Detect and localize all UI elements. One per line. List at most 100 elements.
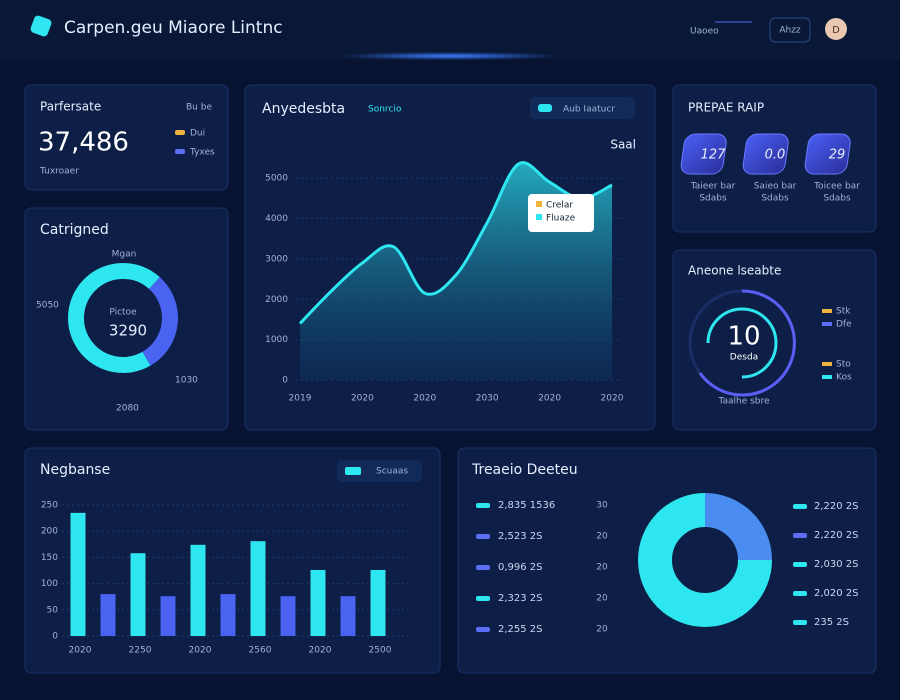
gauge-inner xyxy=(706,307,778,379)
tooltip-text: Fluaze xyxy=(546,214,576,224)
y-tick-label: 1000 xyxy=(265,335,288,345)
x-tick-label: 2020 xyxy=(413,394,436,404)
area-legend xyxy=(530,97,635,119)
list-label: 2,835 1536 xyxy=(498,500,555,511)
y-tick-label: 4000 xyxy=(265,214,288,224)
badge-line: Taieer bar xyxy=(690,182,736,192)
kpi-title: Parfersate xyxy=(40,100,101,114)
badge-value: 127 xyxy=(701,148,727,163)
list-dot xyxy=(793,562,807,567)
legend-swatch xyxy=(822,375,832,379)
legend-label: Scuaas xyxy=(376,467,408,477)
list-dot xyxy=(476,596,490,601)
gauge-arc xyxy=(698,289,796,397)
bar xyxy=(340,596,356,636)
badge-title: PREPAE RAIP xyxy=(688,101,764,115)
x-tick-label: 2019 xyxy=(289,394,312,404)
legend-label: Sto xyxy=(836,360,851,370)
list-dot xyxy=(476,503,490,508)
x-tick-label: 2020 xyxy=(309,646,332,656)
y-tick-label: 0 xyxy=(52,632,58,642)
kpi-sub: Tuxroaer xyxy=(39,167,79,177)
donut-segment xyxy=(704,493,772,561)
area-title: Anyedesbta xyxy=(262,101,345,117)
donut-label: Mgan xyxy=(112,250,137,260)
bar xyxy=(70,512,86,636)
donut-segment xyxy=(638,493,772,627)
gauge-title: Aneone lseabte xyxy=(688,264,781,278)
x-tick-label: 2020 xyxy=(189,646,212,656)
tooltip-text: Crelar xyxy=(546,201,573,211)
list-number: 30 xyxy=(596,501,608,511)
avatar-initial: D xyxy=(832,25,840,36)
list-dot xyxy=(476,627,490,632)
list-label: 235 2S xyxy=(814,617,849,628)
list-dot xyxy=(793,504,807,509)
badge-value: 29 xyxy=(829,148,846,163)
area-subtitle: Sonrcio xyxy=(368,105,402,115)
badge-line: Saieo bar xyxy=(754,182,797,192)
donut-center: 3290 xyxy=(109,322,147,340)
legend-swatch xyxy=(822,309,832,313)
list-label: 2,020 2S xyxy=(814,588,859,599)
legend-label: Stk xyxy=(836,307,851,317)
list-label: 2,255 2S xyxy=(498,624,543,635)
list-number: 20 xyxy=(596,594,608,604)
bar xyxy=(220,594,236,636)
list-label: 2,220 2S xyxy=(814,501,859,512)
list-dot xyxy=(476,565,490,570)
donut-center-sub: Pictoe xyxy=(109,308,137,318)
donut-segment xyxy=(68,263,160,373)
x-tick-label: 2250 xyxy=(129,646,152,656)
bar xyxy=(310,569,326,636)
legend-label: Kos xyxy=(836,373,852,383)
legend-swatch xyxy=(175,130,185,135)
logo xyxy=(30,15,52,37)
app-title: Carpen.geu Miaore Lintnc xyxy=(64,18,283,38)
y-tick-label: 50 xyxy=(47,605,59,615)
bar xyxy=(160,596,176,636)
list-label: 0,996 2S xyxy=(498,562,543,573)
panels xyxy=(24,84,877,674)
y-tick-label: 2000 xyxy=(265,295,288,305)
gauge-label: Desda xyxy=(730,353,758,363)
legend-swatch xyxy=(345,467,361,475)
y-tick-label: 0 xyxy=(282,376,288,386)
x-tick-label: 2020 xyxy=(538,394,561,404)
badge-line: Sdabs xyxy=(761,194,789,204)
y-tick-label: 5000 xyxy=(265,174,288,184)
x-tick-label: 2030 xyxy=(476,394,499,404)
legend-swatch xyxy=(175,149,185,154)
list-number: 20 xyxy=(596,563,608,573)
avatar[interactable] xyxy=(825,18,847,40)
donut-panel xyxy=(24,207,229,431)
y-tick-label: 150 xyxy=(41,553,58,563)
donut-title: Catrigned xyxy=(40,222,109,238)
header-button[interactable] xyxy=(769,17,811,43)
nav-link[interactable]: Uaoeo xyxy=(690,27,719,37)
header-glow xyxy=(340,52,560,60)
legend-swatch xyxy=(538,104,552,112)
badge-line: Sdabs xyxy=(699,194,727,204)
bar-panel xyxy=(24,447,441,674)
list-dot xyxy=(476,534,490,539)
header-button-label[interactable]: Ahzz xyxy=(779,26,801,36)
legend-label: Dfe xyxy=(836,320,852,330)
donut-label: 1030 xyxy=(175,376,198,386)
x-tick-label: 2020 xyxy=(69,646,92,656)
list-title: Treaeio Deeteu xyxy=(471,462,578,478)
y-tick-label: 3000 xyxy=(265,254,288,264)
tooltip xyxy=(528,194,594,232)
list-dot xyxy=(793,533,807,538)
y-tick-label: 250 xyxy=(41,501,58,511)
bar-legend xyxy=(337,460,422,482)
legend-label: Dui xyxy=(190,129,205,139)
bar xyxy=(280,596,296,636)
list-number: 20 xyxy=(596,625,608,635)
bar xyxy=(250,541,266,636)
legend-label: Aub Iaatucr xyxy=(563,105,615,115)
badge-line: Toicee bar xyxy=(813,182,860,192)
badge xyxy=(804,133,851,175)
tooltip-swatch xyxy=(536,214,542,220)
